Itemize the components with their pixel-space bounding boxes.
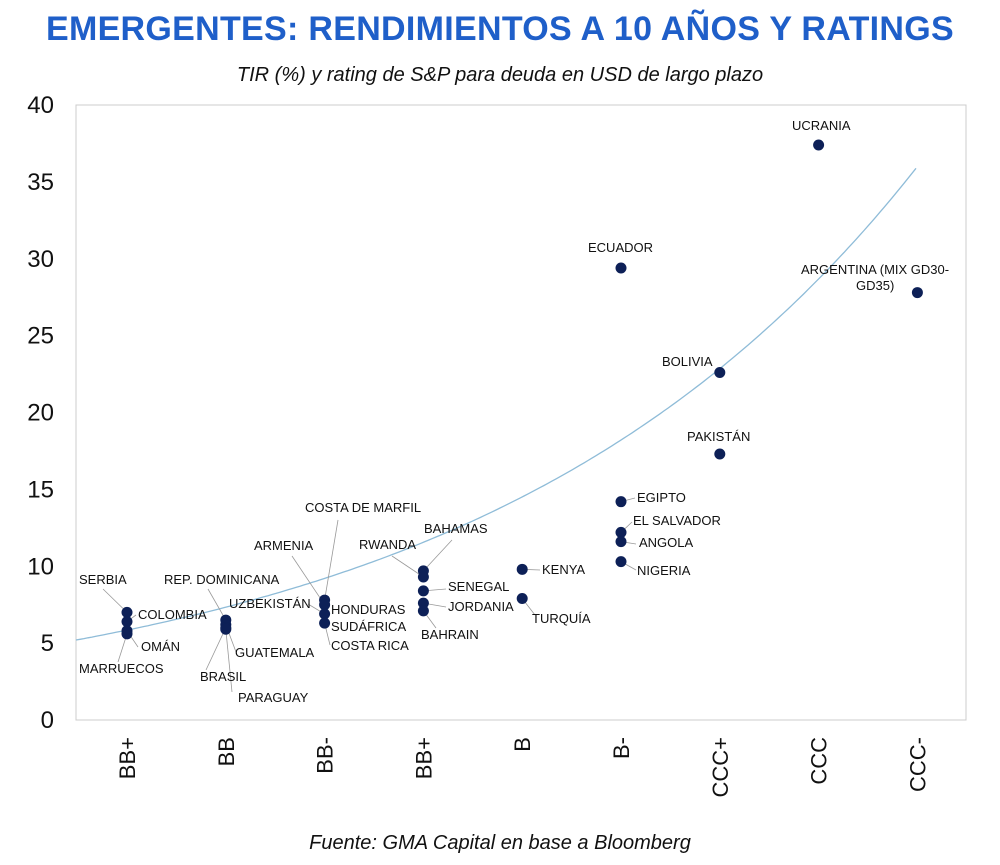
x-tick-label: B [510,737,535,752]
point-label: SENEGAL [448,579,509,594]
x-tick-label: BB [214,737,239,766]
point-label: REP. DOMINICANA [164,572,280,587]
point-label: TURQUÍA [532,611,591,626]
x-tick-label: CCC- [905,737,930,792]
x-tick-label: CCC+ [708,737,733,798]
data-point [714,448,726,460]
y-tick-label: 40 [27,92,54,119]
data-point [220,623,232,635]
point-label: UZBEKISTÁN [229,596,311,611]
data-point [319,617,331,629]
y-tick-label: 20 [27,400,54,427]
point-label: PAKISTÁN [687,429,750,444]
point-label: HONDURAS [331,602,406,617]
y-tick-label: 15 [27,476,54,503]
data-point [417,585,429,597]
point-label: ARGENTINA (MIX GD30- [801,262,949,277]
data-point [121,628,133,640]
label-leader-line [423,539,453,572]
data-point [813,139,825,151]
data-point [417,605,429,617]
y-tick-label: 10 [27,553,54,580]
point-label: JORDANIA [448,599,514,614]
data-point [911,287,923,299]
y-tick-label: 30 [27,246,54,273]
point-label: OMÁN [141,639,180,654]
data-point [417,571,429,583]
point-label: UCRANIA [792,118,851,133]
point-label: BRASIL [200,669,246,684]
y-tick-label: 0 [41,707,54,734]
y-tick-label: 5 [41,630,54,657]
point-label: COSTA RICA [331,638,409,653]
chart-title: EMERGENTES: RENDIMIENTOS A 10 AÑOS Y RAT… [45,10,955,48]
data-point [516,593,528,605]
x-tick-label: BB+ [411,737,436,779]
point-label: ANGOLA [639,535,694,550]
y-tick-label: 35 [27,169,54,196]
label-leader-line [207,588,227,621]
data-point [516,563,528,575]
x-tick-label: BB+ [115,737,140,779]
trendline [75,167,917,641]
data-point [615,496,627,508]
label-leader-line [291,555,325,605]
data-point [121,606,133,618]
chart-subtitle: TIR (%) y rating de S&P para deuda en US… [236,64,764,86]
point-label: BOLIVIA [662,354,713,369]
source-note: Fuente: GMA Capital en base a Bloomberg [309,832,691,854]
data-point [319,608,331,620]
point-label: SERBIA [79,572,127,587]
data-point [319,599,331,611]
plot-frame [75,104,967,721]
point-label: GUATEMALA [235,645,315,660]
x-tick-label: BB- [313,737,338,774]
point-label: KENYA [542,562,585,577]
label-leader-line [324,519,339,601]
x-tick-label: B- [609,737,634,759]
point-label: BAHAMAS [424,521,488,536]
point-label: GD35) [856,278,894,293]
data-point [121,616,133,628]
x-tick-label: CCC [807,737,832,785]
point-label: NIGERIA [637,563,691,578]
data-point [714,367,726,379]
point-label: EGIPTO [637,490,686,505]
y-tick-label: 25 [27,323,54,350]
label-leader-line [391,555,424,578]
data-point [615,526,627,538]
point-label: BAHRAIN [421,627,479,642]
point-label: SUDÁFRICA [331,619,406,634]
point-label: COSTA DE MARFIL [305,500,421,515]
data-point [615,262,627,274]
point-label: ECUADOR [588,240,653,255]
point-label: RWANDA [359,537,416,552]
point-label: MARRUECOS [79,661,164,676]
data-point [417,597,429,609]
label-leader-line [225,629,233,693]
data-point [615,536,627,548]
point-label: COLOMBIA [138,607,207,622]
label-leader-line [102,588,128,613]
label-leader-line [205,627,227,671]
point-label: ARMENIA [254,538,314,553]
data-point [615,556,627,568]
point-label: EL SALVADOR [633,513,721,528]
point-label: PARAGUAY [238,690,309,705]
